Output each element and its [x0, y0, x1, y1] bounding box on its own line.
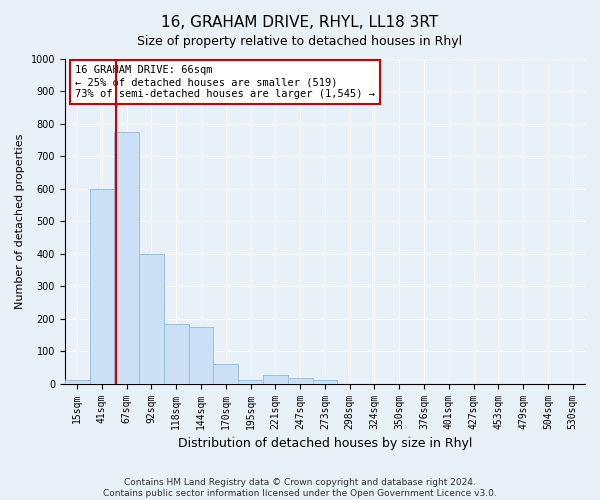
Text: Contains HM Land Registry data © Crown copyright and database right 2024.
Contai: Contains HM Land Registry data © Crown c…	[103, 478, 497, 498]
Bar	[288, 378, 313, 384]
X-axis label: Distribution of detached houses by size in Rhyl: Distribution of detached houses by size …	[178, 437, 472, 450]
Bar	[214, 364, 238, 384]
Text: 16 GRAHAM DRIVE: 66sqm
← 25% of detached houses are smaller (519)
73% of semi-de: 16 GRAHAM DRIVE: 66sqm ← 25% of detached…	[75, 66, 375, 98]
Bar	[115, 132, 139, 384]
Y-axis label: Number of detached properties: Number of detached properties	[15, 134, 25, 309]
Text: Size of property relative to detached houses in Rhyl: Size of property relative to detached ho…	[137, 35, 463, 48]
Bar	[65, 380, 89, 384]
Bar	[164, 324, 188, 384]
Bar	[263, 374, 288, 384]
Bar	[89, 189, 115, 384]
Bar	[313, 380, 337, 384]
Bar	[139, 254, 164, 384]
Bar	[188, 327, 214, 384]
Bar	[238, 380, 263, 384]
Text: 16, GRAHAM DRIVE, RHYL, LL18 3RT: 16, GRAHAM DRIVE, RHYL, LL18 3RT	[161, 15, 439, 30]
